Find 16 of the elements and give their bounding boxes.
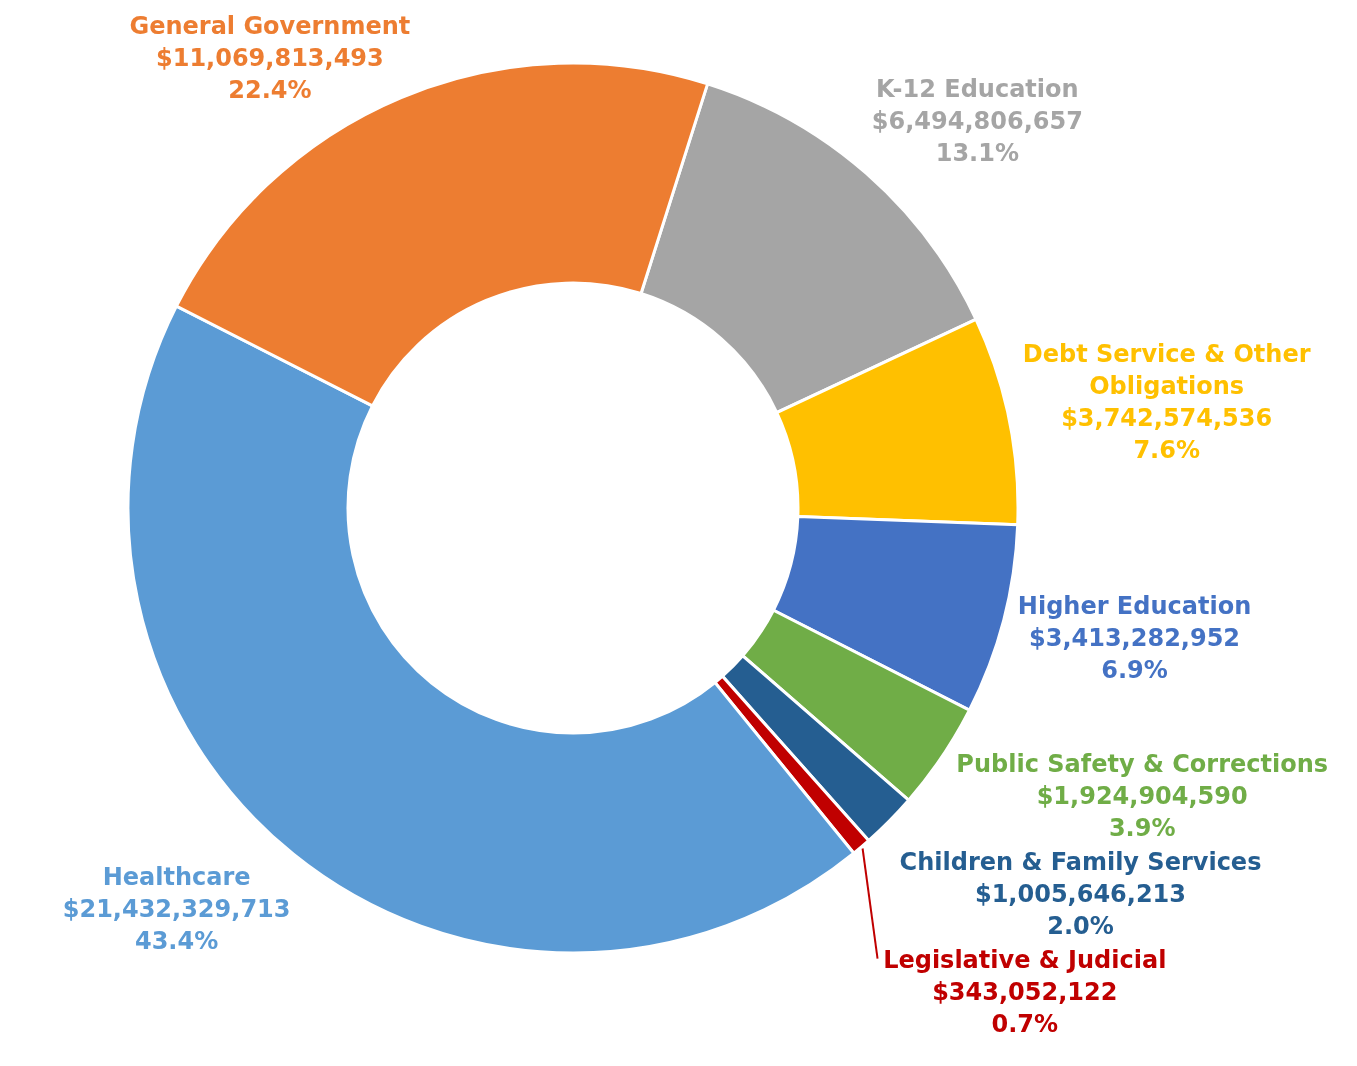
- data-label: $1,924,904,590 3.9%: [1036, 782, 1248, 843]
- slice-label: Higher Education: [1017, 591, 1252, 620]
- data-label: $21,432,329,713 43.4%: [62, 894, 291, 955]
- data-label: $343,052,122 0.7%: [932, 978, 1118, 1039]
- slice-label: K-12 Education: [876, 74, 1079, 103]
- slice-label: Legislative & Judicial: [883, 946, 1167, 975]
- data-label: $3,742,574,536 7.6%: [1061, 404, 1273, 465]
- slice-label: Public Safety & Corrections: [956, 750, 1329, 779]
- slice-label: Children & Family Services: [899, 848, 1262, 877]
- data-label: $11,069,813,493 22.4%: [156, 44, 384, 104]
- data-label: $6,494,806,657 13.1%: [871, 106, 1083, 167]
- data-label: $1,005,646,213 2.0%: [974, 880, 1187, 941]
- data-label: $3,413,282,952 6.9%: [1029, 623, 1241, 684]
- slice-label: General Government: [129, 12, 411, 40]
- slice-label: Debt Service & Other Obligations: [1022, 340, 1311, 401]
- slice-label: Healthcare: [102, 862, 251, 891]
